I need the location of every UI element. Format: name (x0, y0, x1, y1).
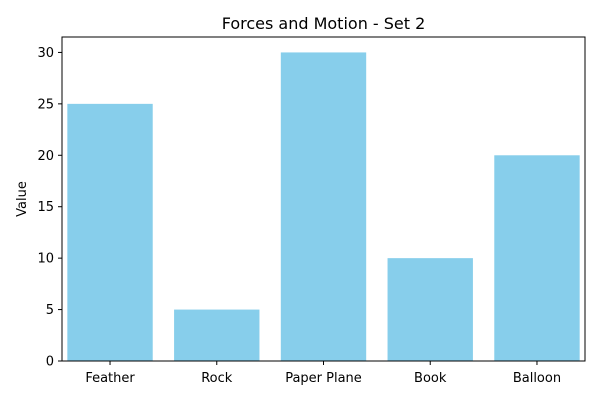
bar-rock (174, 309, 260, 361)
x-tick-label: Paper Plane (285, 371, 362, 386)
x-tick-label: Book (414, 371, 447, 386)
x-tick-label: Balloon (513, 371, 561, 386)
x-tick-label: Rock (201, 371, 233, 386)
y-tick-label: 30 (37, 46, 54, 61)
y-tick-label: 20 (37, 149, 54, 164)
y-tick-label: 15 (37, 200, 54, 215)
bar-book (387, 258, 473, 361)
y-tick-label: 0 (46, 355, 54, 370)
y-axis-label: Value (15, 181, 30, 217)
bar-paper-plane (280, 52, 367, 362)
bar-feather (67, 103, 153, 361)
chart-title: Forces and Motion - Set 2 (222, 14, 426, 33)
y-tick-label: 10 (37, 252, 54, 267)
y-tick-label: 25 (37, 97, 54, 112)
y-axis: 0 5 10 15 20 25 30 (37, 46, 62, 370)
bar-balloon (494, 155, 580, 361)
plot-frame (61, 36, 586, 362)
x-tick-label: Feather (85, 371, 135, 386)
y-tick-label: 5 (46, 303, 54, 318)
x-axis: Feather Rock Paper Plane Book Balloon (85, 361, 561, 386)
bars-group (67, 52, 580, 362)
